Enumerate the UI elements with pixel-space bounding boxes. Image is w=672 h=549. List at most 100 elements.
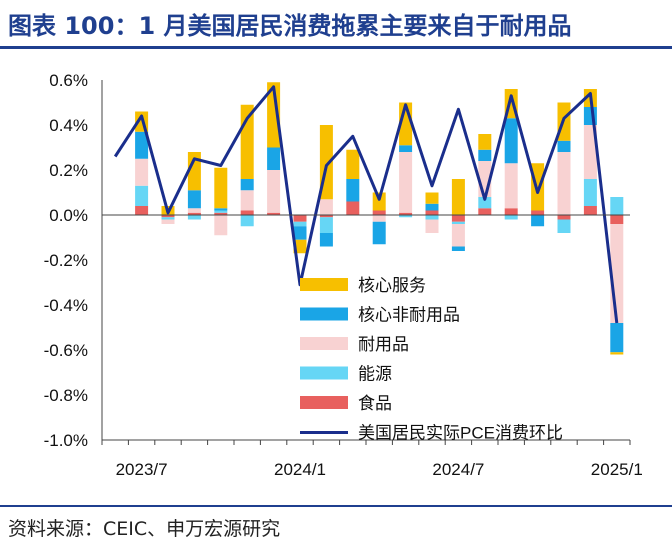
y-tick-label: -0.2% bbox=[44, 251, 88, 270]
bar-segment bbox=[531, 210, 545, 215]
title-rule bbox=[0, 46, 672, 49]
bar-segment bbox=[478, 197, 492, 209]
bar-segment bbox=[161, 217, 175, 220]
x-tick-label: 2025/1 bbox=[591, 460, 643, 479]
bar-segment bbox=[425, 210, 439, 215]
bar-segment bbox=[135, 206, 149, 215]
bar-segment bbox=[557, 215, 571, 220]
bar-segment bbox=[425, 203, 439, 211]
bar-segment bbox=[504, 215, 518, 220]
x-tick-label: 2024/7 bbox=[432, 460, 484, 479]
y-tick-label: -1.0% bbox=[44, 431, 88, 450]
bar-segment bbox=[267, 170, 281, 213]
bar-segment bbox=[214, 208, 228, 211]
y-tick-label: 0.2% bbox=[49, 161, 88, 180]
bar-segment bbox=[610, 197, 624, 215]
stacked-bar-line-chart: -1.0% -0.8% -0.6% -0.4% -0.2% 0.0% 0.2% 0.4% 0.6… bbox=[44, 71, 643, 479]
bar-segment bbox=[187, 190, 201, 209]
bar-segment bbox=[504, 208, 518, 215]
bar-segment bbox=[214, 212, 228, 215]
bar-segment bbox=[583, 206, 597, 215]
bar-segment bbox=[372, 221, 386, 245]
bar-segment bbox=[451, 221, 465, 224]
bar-segment bbox=[267, 147, 281, 170]
legend-swatch bbox=[300, 278, 348, 291]
legend-swatch bbox=[300, 307, 348, 321]
footer-rule bbox=[0, 505, 672, 507]
bar-segment bbox=[240, 104, 254, 179]
bar-segment bbox=[135, 158, 149, 186]
bar-segment bbox=[478, 208, 492, 215]
bar-segment bbox=[240, 210, 254, 215]
bar-segment bbox=[240, 215, 254, 227]
bar-segment bbox=[161, 215, 175, 218]
bar-segment bbox=[240, 179, 254, 191]
bar-segment bbox=[557, 152, 571, 215]
bar-segment bbox=[478, 134, 492, 150]
y-tick-label: 0.4% bbox=[49, 116, 88, 135]
bar-segment bbox=[399, 215, 413, 218]
bar-segment bbox=[583, 179, 597, 206]
bar-segment bbox=[504, 118, 518, 164]
bar-segment bbox=[451, 215, 465, 222]
bar-segment bbox=[135, 131, 149, 159]
legend-label: 核心服务 bbox=[358, 276, 426, 295]
bar-segment bbox=[187, 215, 201, 220]
pce-line bbox=[113, 85, 619, 324]
bar-segment bbox=[372, 192, 386, 211]
bar-segment bbox=[399, 212, 413, 215]
bar-segment bbox=[214, 215, 228, 236]
bar-segment bbox=[557, 140, 571, 152]
bar-segment bbox=[346, 149, 360, 179]
bar-segment bbox=[135, 185, 149, 206]
bar-segment bbox=[531, 215, 545, 227]
bar-segment bbox=[399, 152, 413, 213]
legend-label: 食品 bbox=[358, 394, 392, 413]
bar-segment bbox=[610, 352, 624, 355]
legend-label: 美国居民实际PCE消费环比 bbox=[358, 424, 563, 443]
bar-segment bbox=[319, 215, 333, 218]
bar-segment bbox=[267, 212, 281, 215]
bar-segment bbox=[267, 82, 281, 148]
bar-segment bbox=[478, 149, 492, 161]
bar-segment bbox=[293, 215, 307, 222]
bar-segment bbox=[240, 190, 254, 211]
y-tick-label: 0.6% bbox=[49, 71, 88, 90]
x-tick-label: 2024/1 bbox=[274, 460, 326, 479]
y-tick-label: -0.6% bbox=[44, 341, 88, 360]
bar-segment bbox=[346, 179, 360, 202]
bar-segment bbox=[425, 215, 439, 220]
axes: -1.0% -0.8% -0.6% -0.4% -0.2% 0.0% 0.2% 0.4% 0.6… bbox=[44, 71, 643, 479]
bar-segment bbox=[346, 201, 360, 215]
bar-segment bbox=[372, 215, 386, 222]
bar-segment bbox=[451, 224, 465, 247]
bar-segment bbox=[319, 217, 333, 233]
bar-segment bbox=[451, 246, 465, 251]
bar-segment bbox=[319, 233, 333, 247]
bar-segment bbox=[161, 219, 175, 224]
bar-segment bbox=[425, 219, 439, 233]
chart-title: 图表 100：1 月美国居民消费拖累主要来自于耐用品 bbox=[8, 12, 572, 40]
legend-label: 耐用品 bbox=[358, 335, 409, 354]
bar-segment bbox=[293, 226, 307, 240]
source-note: 资料来源：CEIC、申万宏源研究 bbox=[8, 518, 281, 540]
y-tick-label: -0.4% bbox=[44, 296, 88, 315]
bar-segment bbox=[293, 221, 307, 227]
bar-segment bbox=[187, 208, 201, 213]
bar-segment bbox=[214, 210, 228, 213]
bar-segment bbox=[187, 152, 201, 191]
legend-swatch bbox=[300, 337, 348, 350]
y-tick-label: 0.0% bbox=[49, 206, 88, 225]
y-tick-label: -0.8% bbox=[44, 386, 88, 405]
bar-segment bbox=[319, 199, 333, 215]
bar-segment bbox=[372, 210, 386, 215]
bar-segment bbox=[214, 167, 228, 209]
bar-segment bbox=[399, 145, 413, 152]
x-tick-label: 2023/7 bbox=[116, 460, 168, 479]
bar-segment bbox=[583, 125, 597, 179]
bar-segment bbox=[610, 215, 624, 224]
legend-label: 能源 bbox=[358, 365, 392, 384]
legend-swatch bbox=[300, 366, 348, 380]
bar-segment bbox=[504, 163, 518, 209]
